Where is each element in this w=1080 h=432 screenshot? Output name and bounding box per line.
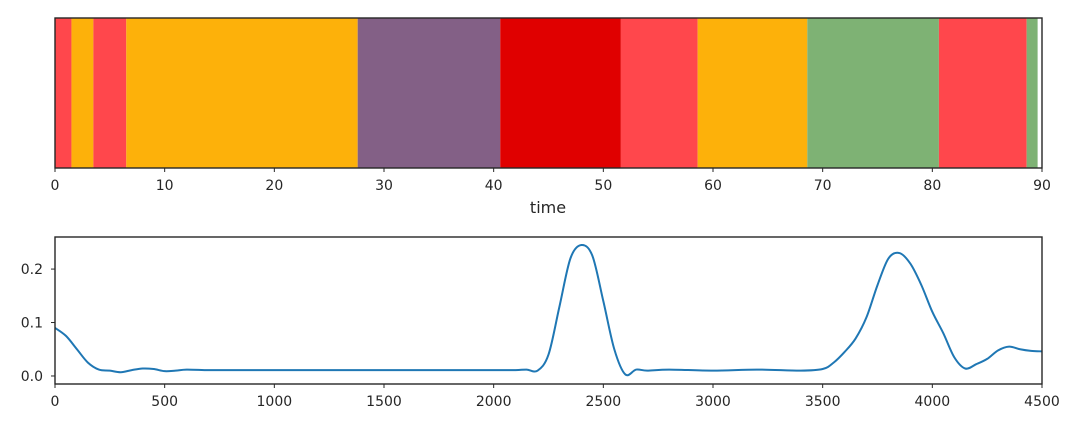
line-x-ticks: 0 500 1000 1500 2000 2500 3000 3500 4000 4500 — [51, 384, 1060, 410]
timeline-x-tick-label-8: 80 — [923, 178, 941, 194]
line-x-tick-label-8: 4000 — [915, 394, 951, 410]
timeline-x-tick-label-6: 60 — [704, 178, 722, 194]
timeline-segment-8 — [807, 18, 939, 168]
timeline-segment-10 — [1026, 18, 1038, 168]
line-x-tick-label-9: 4500 — [1024, 394, 1060, 410]
timeline-segment-1 — [71, 18, 94, 168]
timeline-x-axis-label: time — [530, 198, 566, 217]
line-x-tick-label-5: 2500 — [586, 394, 622, 410]
timeline-segment-7 — [697, 18, 808, 168]
timeline-segment-0 — [55, 18, 72, 168]
timeline-x-ticks: 0 10 20 30 40 50 60 70 80 90 — [51, 168, 1051, 194]
timeline-frame — [54, 17, 1043, 169]
timeline-x-tick-label-7: 70 — [814, 178, 832, 194]
timeline-x-tick-label-4: 40 — [485, 178, 503, 194]
line-x-tick-label-7: 3500 — [805, 394, 841, 410]
timeline-x-tick-label-3: 30 — [375, 178, 393, 194]
line-y-tick-label-2: 0.2 — [21, 262, 43, 278]
line-x-tick-label-4: 2000 — [476, 394, 512, 410]
timeline-segment-2 — [93, 18, 127, 168]
timeline-segment-5 — [500, 18, 621, 168]
timeline-x-tick-label-1: 10 — [156, 178, 174, 194]
line-x-tick-label-2: 1000 — [257, 394, 293, 410]
line-panel: 0 500 1000 1500 2000 2500 3000 3500 4000 4500 0.0… — [21, 236, 1060, 410]
timeline-x-tick-label-9: 90 — [1033, 178, 1051, 194]
timeline-x-tick-label-2: 20 — [265, 178, 283, 194]
line-x-tick-label-3: 1500 — [366, 394, 402, 410]
timeline-segment-9 — [938, 18, 1027, 168]
timeline-segment-4 — [357, 18, 501, 168]
line-y-tick-label-0: 0.0 — [21, 369, 43, 385]
timeline-segments — [55, 18, 1038, 168]
line-y-ticks: 0.0 0.1 0.2 — [21, 262, 55, 385]
line-y-tick-label-1: 0.1 — [21, 316, 43, 332]
timeline-x-tick-label-5: 50 — [594, 178, 612, 194]
line-x-tick-label-6: 3000 — [695, 394, 731, 410]
line-x-tick-label-1: 500 — [151, 394, 178, 410]
timeline-panel: 0 10 20 30 40 50 60 70 80 90 time — [51, 17, 1051, 217]
timeline-x-tick-label-0: 0 — [51, 178, 60, 194]
timeline-segment-3 — [126, 18, 358, 168]
timeline-segment-6 — [620, 18, 698, 168]
line-frame — [54, 236, 1043, 385]
line-series — [54, 243, 1043, 377]
line-x-tick-label-0: 0 — [51, 394, 60, 410]
